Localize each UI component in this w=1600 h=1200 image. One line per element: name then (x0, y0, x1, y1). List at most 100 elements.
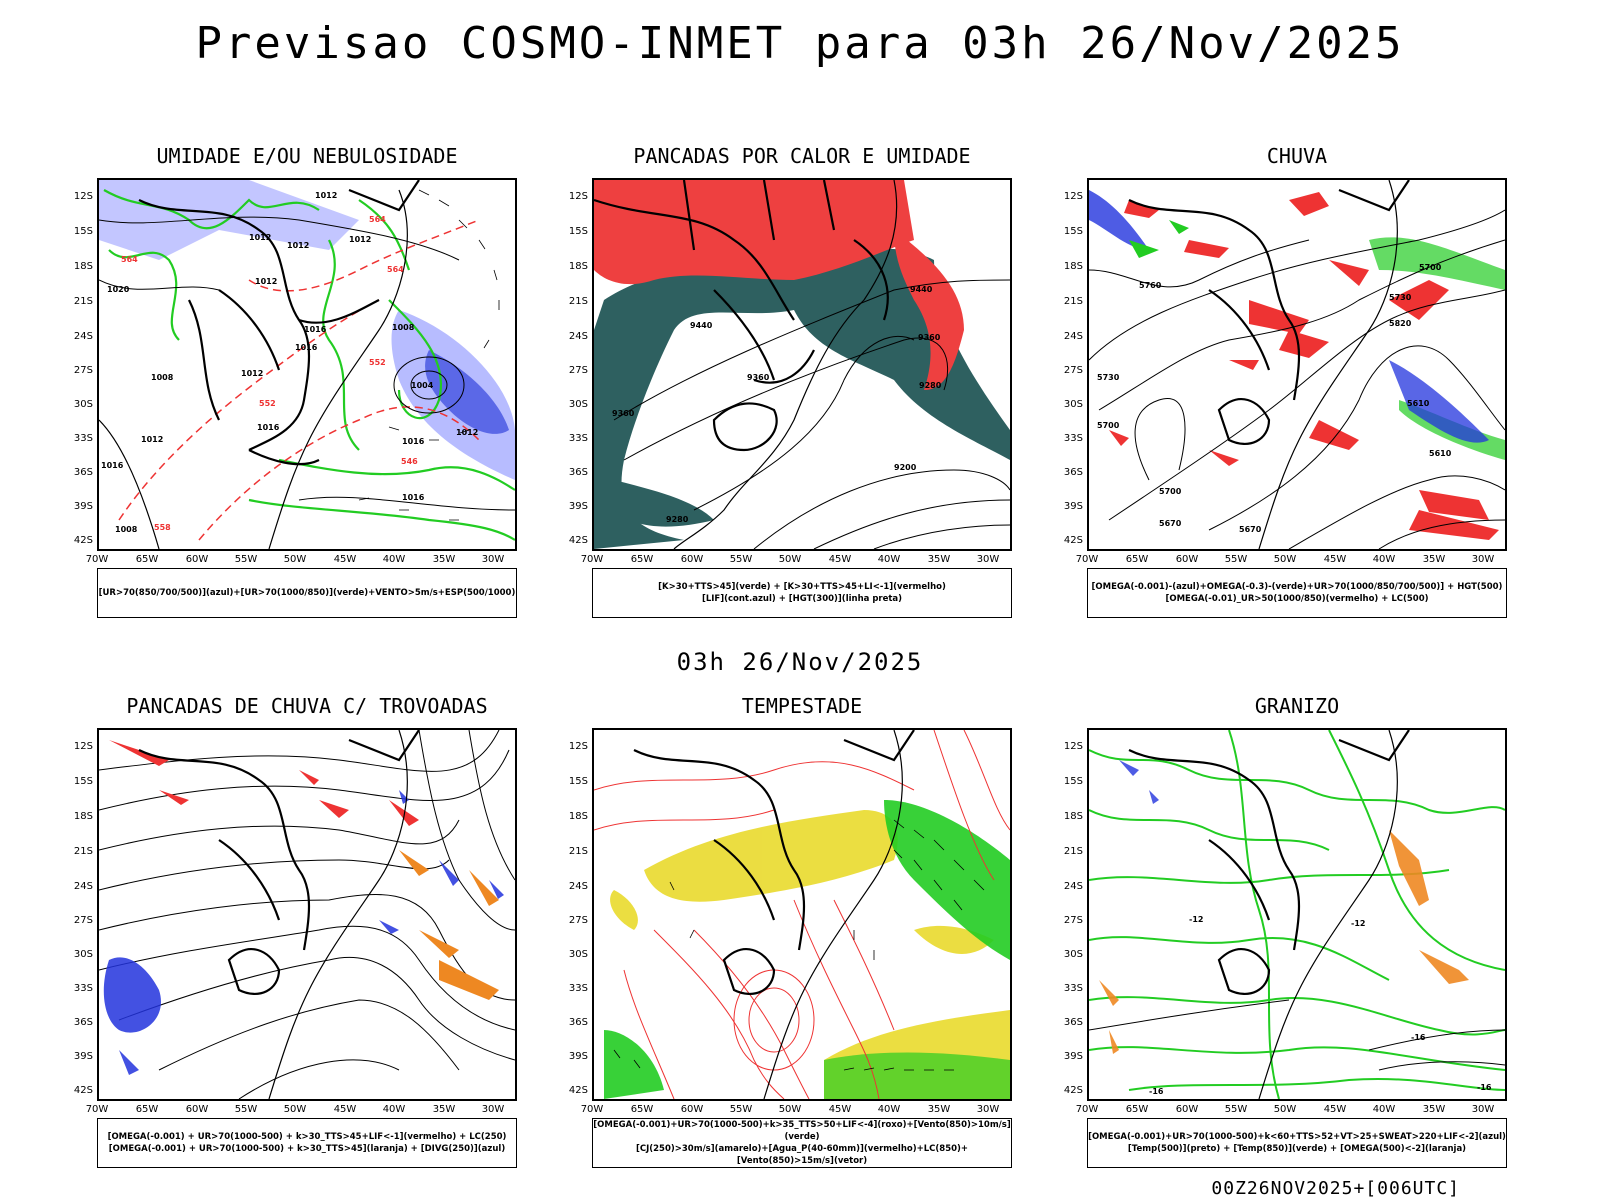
lat-tick-label: 21S (568, 846, 588, 857)
lat-tick-label: 39S (1063, 1051, 1083, 1062)
lon-tick-label: 35W (927, 1104, 951, 1115)
lon-tick-label: 65W (630, 554, 654, 565)
map-chuva: 5730 5760 5820 5700 5730 5670 5700 5610 … (1089, 180, 1505, 549)
lon-tick-label: 50W (283, 1104, 307, 1115)
lon-tick-label: 60W (680, 554, 704, 565)
lat-tick-label: 42S (1063, 1085, 1083, 1096)
lat-tick-label: 15S (1063, 226, 1083, 237)
panel-title: TEMPESTADE (741, 694, 863, 718)
svg-text:5670: 5670 (1159, 519, 1182, 528)
svg-text:-12: -12 (1351, 919, 1365, 928)
lon-tick-label: 40W (382, 554, 406, 565)
panel-legend: [OMEGA(-0.001)-(azul)+OMEGA(-0.3)-(verde… (1087, 568, 1507, 618)
green-wind-area (604, 800, 1010, 1099)
lat-tick-label: 42S (1063, 535, 1083, 546)
lat-tick-label: 12S (73, 191, 93, 202)
lon-tick-label: 55W (234, 1104, 258, 1115)
lat-tick-label: 15S (73, 226, 93, 237)
lat-tick-label: 30S (568, 949, 588, 960)
lon-tick-label: 60W (1175, 554, 1199, 565)
borders (594, 180, 889, 452)
panel-title: PANCADAS DE CHUVA C/ TROVOADAS (126, 694, 488, 718)
lat-tick-label: 24S (1063, 881, 1083, 892)
temp850-contours (1089, 730, 1505, 1099)
lat-tick-label: 18S (73, 261, 93, 272)
lat-tick-label: 21S (1063, 296, 1083, 307)
lat-tick-label: 24S (568, 881, 588, 892)
lat-tick-label: 21S (73, 846, 93, 857)
lat-tick-label: 33S (1063, 433, 1083, 444)
map-pancadas-calor: 9440 9440 9360 9360 9280 9360 9200 9280 (594, 180, 1010, 549)
lon-tick-label: 55W (234, 554, 258, 565)
panel-title: PANCADAS POR CALOR E UMIDADE (633, 144, 971, 168)
svg-text:5760: 5760 (1139, 281, 1162, 290)
lon-tick-label: 55W (1224, 554, 1248, 565)
svg-text:5730: 5730 (1389, 293, 1412, 302)
lat-tick-label: 36S (1063, 1017, 1083, 1028)
svg-text:1008: 1008 (392, 323, 415, 332)
svg-text:9200: 9200 (894, 463, 917, 472)
svg-text:1020: 1020 (107, 285, 130, 294)
lat-tick-label: 12S (1063, 191, 1083, 202)
svg-text:1012: 1012 (241, 369, 263, 378)
svg-text:9360: 9360 (612, 409, 635, 418)
lon-tick-label: 70W (580, 554, 604, 565)
lat-tick-label: 30S (73, 399, 93, 410)
svg-text:564: 564 (121, 255, 138, 264)
lat-tick-label: 36S (73, 1017, 93, 1028)
map-frame: 1012 1012 1012 1012 1016 1016 1008 1004 … (97, 178, 517, 551)
wind-vectors (613, 819, 985, 1071)
map-umidade: 1012 1012 1012 1012 1016 1016 1008 1004 … (99, 180, 515, 549)
svg-text:9360: 9360 (747, 373, 770, 382)
panel-legend: [UR>70(850/700/500)](azul)+[UR>70(1000/8… (97, 568, 517, 618)
svg-text:1016: 1016 (295, 343, 318, 352)
lat-tick-label: 12S (568, 191, 588, 202)
borders (138, 180, 420, 466)
lat-tick-label: 15S (568, 226, 588, 237)
lat-tick-label: 24S (73, 881, 93, 892)
lat-tick-label: 24S (1063, 331, 1083, 342)
svg-text:1016: 1016 (402, 493, 425, 502)
svg-text:5700: 5700 (1159, 487, 1182, 496)
lat-tick-label: 30S (73, 949, 93, 960)
hgt500-contours (1089, 209, 1505, 549)
lat-tick-label: 39S (1063, 501, 1083, 512)
lon-tick-label: 35W (432, 554, 456, 565)
lat-tick-label: 12S (568, 741, 588, 752)
height-labels: 9440 9440 9360 9360 9280 9360 9200 9280 (612, 285, 942, 524)
lat-tick-label: 21S (568, 296, 588, 307)
coastline (268, 730, 408, 1099)
map-trovoadas (99, 730, 515, 1099)
panel-legend: [K>30+TTS>45](verde) + [K>30+TTS>45+LI<-… (592, 568, 1012, 618)
orange-omega (1099, 830, 1469, 1054)
svg-text:564: 564 (387, 265, 404, 274)
coastline (1258, 180, 1398, 549)
lat-tick-label: 27S (1063, 365, 1083, 376)
svg-text:5700: 5700 (1097, 421, 1120, 430)
lat-tick-label: 39S (73, 1051, 93, 1062)
lat-tick-label: 18S (568, 811, 588, 822)
svg-text:-12: -12 (1189, 915, 1203, 924)
lon-tick-label: 45W (828, 554, 852, 565)
lon-tick-label: 70W (1075, 1104, 1099, 1115)
lat-tick-label: 39S (568, 501, 588, 512)
svg-text:1008: 1008 (115, 525, 138, 534)
lon-tick-label: 30W (976, 1104, 1000, 1115)
blue-humidity-area (425, 350, 509, 434)
lat-tick-label: 18S (568, 261, 588, 272)
lon-tick-label: 55W (729, 1104, 753, 1115)
red-dashed-contours (118, 219, 480, 541)
svg-text:5610: 5610 (1429, 449, 1452, 458)
svg-text:9280: 9280 (666, 515, 689, 524)
panel-title: GRANIZO (1254, 694, 1340, 718)
svg-text:552: 552 (369, 358, 386, 367)
borders (633, 730, 915, 995)
lon-tick-label: 60W (1175, 1104, 1199, 1115)
svg-text:1004: 1004 (411, 381, 434, 390)
lon-tick-label: 40W (1372, 554, 1396, 565)
height-labels: 5730 5760 5820 5700 5730 5670 5700 5610 … (1097, 263, 1452, 534)
lat-tick-label: 18S (1063, 261, 1083, 272)
pressure-labels: 1012 1012 1012 1012 1016 1016 1008 1004 … (101, 191, 478, 534)
precip-dots (103, 740, 504, 1075)
svg-text:9440: 9440 (910, 285, 933, 294)
